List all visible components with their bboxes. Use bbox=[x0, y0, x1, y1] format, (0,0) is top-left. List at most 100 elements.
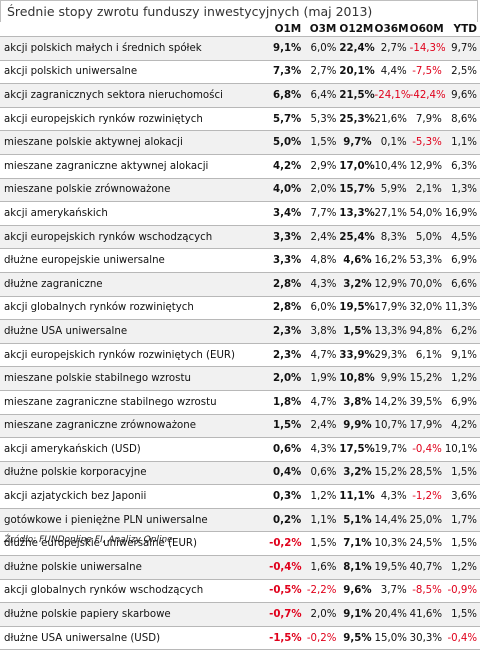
value-o60m: 5,0% bbox=[409, 224, 445, 249]
value-o1m: -0,7% bbox=[269, 602, 305, 627]
fund-category: akcji azjatyckich bez Japonii bbox=[0, 484, 270, 509]
value-ytd: 1,3% bbox=[444, 177, 480, 202]
value-o60m: 54,0% bbox=[409, 201, 445, 226]
value-o36m: 10,3% bbox=[374, 531, 410, 556]
value-o60m: 39,5% bbox=[409, 389, 445, 414]
value-o3m: 4,7% bbox=[304, 389, 340, 414]
value-ytd: 1,2% bbox=[444, 366, 480, 391]
value-o1m: 2,0% bbox=[269, 366, 305, 391]
table-row: mieszane polskie aktywnej alokacji 5,0% 1,… bbox=[0, 130, 480, 155]
value-o1m: 4,0% bbox=[269, 177, 305, 202]
value-o1m: 2,8% bbox=[269, 271, 305, 297]
value-o12m: 25,3% bbox=[339, 106, 375, 131]
fund-category: akcji amerykańskich bbox=[0, 201, 270, 226]
header-o36m: O36M bbox=[374, 22, 410, 37]
value-o12m: 11,1% bbox=[339, 484, 375, 509]
value-o3m: 2,9% bbox=[304, 153, 340, 179]
value-o3m: 2,0% bbox=[304, 177, 340, 202]
value-o3m: -0,2% bbox=[304, 625, 340, 650]
value-ytd: 9,1% bbox=[444, 342, 480, 367]
value-o1m: 1,5% bbox=[269, 413, 305, 438]
table-row: dłużne europejskie uniwersalne 3,3% 4,8% 4,… bbox=[0, 248, 480, 273]
value-o60m: 70,0% bbox=[409, 271, 445, 297]
table-row: akcji europejskich rynków rozwiniętych 5,… bbox=[0, 106, 480, 131]
value-o1m: 3,3% bbox=[269, 224, 305, 249]
value-o36m: 16,2% bbox=[374, 248, 410, 273]
value-o36m: 4,4% bbox=[374, 59, 410, 84]
value-o3m: 1,2% bbox=[304, 484, 340, 509]
returns-table: O1M O3M O12M O36M O60M YTD akcji polskic… bbox=[0, 22, 480, 650]
value-o3m: 1,5% bbox=[304, 531, 340, 556]
value-o12m: 3,2% bbox=[339, 460, 375, 485]
value-o12m: 20,1% bbox=[339, 59, 375, 84]
value-o12m: 9,5% bbox=[339, 625, 375, 650]
fund-category: akcji zagranicznych sektora nieruchomośc… bbox=[0, 83, 270, 108]
table-row: dłużne polskie papiery skarbowe -0,7% 2,0%… bbox=[0, 602, 480, 627]
value-o12m: 17,5% bbox=[339, 437, 375, 462]
value-o1m: 1,8% bbox=[269, 389, 305, 414]
value-o36m: 14,2% bbox=[374, 389, 410, 414]
table-row: akcji polskich uniwersalne 7,3% 2,7% 20,1% 4… bbox=[0, 59, 480, 84]
value-ytd: 6,2% bbox=[444, 319, 480, 344]
value-o3m: 2,7% bbox=[304, 59, 340, 84]
value-o1m: 7,3% bbox=[269, 59, 305, 84]
value-o1m: -0,4% bbox=[269, 555, 305, 580]
value-ytd: -0,9% bbox=[444, 578, 480, 603]
value-o12m: 17,0% bbox=[339, 153, 375, 179]
value-o3m: -2,2% bbox=[304, 578, 340, 603]
value-o3m: 2,0% bbox=[304, 602, 340, 627]
fund-category: dłużne zagraniczne bbox=[0, 271, 270, 297]
value-o36m: 14,4% bbox=[374, 507, 410, 532]
fund-category: dłużne USA uniwersalne (USD) bbox=[0, 625, 270, 650]
value-o12m: 5,1% bbox=[339, 507, 375, 532]
value-o1m: 0,3% bbox=[269, 484, 305, 509]
header-o1m: O1M bbox=[269, 22, 305, 37]
value-o12m: 22,4% bbox=[339, 36, 375, 61]
value-o60m: -5,3% bbox=[409, 130, 445, 155]
value-o1m: 0,6% bbox=[269, 437, 305, 462]
header-name bbox=[0, 22, 270, 37]
table-row: akcji amerykańskich (USD) 0,6% 4,3% 17,5% 19… bbox=[0, 437, 480, 462]
value-o36m: -24,1% bbox=[374, 83, 410, 108]
value-o12m: 9,9% bbox=[339, 413, 375, 438]
value-o36m: 3,7% bbox=[374, 578, 410, 603]
value-o1m: 2,3% bbox=[269, 342, 305, 367]
value-o36m: 4,3% bbox=[374, 484, 410, 509]
table-row: akcji azjatyckich bez Japonii 0,3% 1,2% 11,… bbox=[0, 484, 480, 509]
value-ytd: 6,9% bbox=[444, 389, 480, 414]
value-ytd: 1,2% bbox=[444, 555, 480, 580]
table-row: akcji zagranicznych sektora nieruchomośc… bbox=[0, 83, 480, 108]
fund-category: mieszane polskie zrównoważone bbox=[0, 177, 270, 202]
fund-category: gotówkowe i pieniężne PLN uniwersalne bbox=[0, 507, 270, 532]
value-ytd: 4,5% bbox=[444, 224, 480, 249]
table-row: dłużne zagraniczne 2,8% 4,3% 3,2% 12,9% 70,0%… bbox=[0, 271, 480, 297]
value-o12m: 13,3% bbox=[339, 201, 375, 226]
value-o60m: -1,2% bbox=[409, 484, 445, 509]
value-o60m: 32,0% bbox=[409, 295, 445, 320]
value-o60m: -0,4% bbox=[409, 437, 445, 462]
value-o12m: 15,7% bbox=[339, 177, 375, 202]
value-o36m: 21,6% bbox=[374, 106, 410, 131]
value-o60m: -8,5% bbox=[409, 578, 445, 603]
value-ytd: 4,2% bbox=[444, 413, 480, 438]
value-o3m: 6,0% bbox=[304, 36, 340, 61]
fund-category: akcji polskich małych i średnich spółek bbox=[0, 36, 270, 61]
value-o1m: 5,7% bbox=[269, 106, 305, 131]
value-o12m: 9,7% bbox=[339, 130, 375, 155]
value-o3m: 2,4% bbox=[304, 224, 340, 249]
value-o12m: 25,4% bbox=[339, 224, 375, 249]
value-o36m: 27,1% bbox=[374, 201, 410, 226]
value-o60m: 25,0% bbox=[409, 507, 445, 532]
value-o3m: 1,5% bbox=[304, 130, 340, 155]
value-o1m: 3,3% bbox=[269, 248, 305, 273]
value-o12m: 9,1% bbox=[339, 602, 375, 627]
fund-category: akcji amerykańskich (USD) bbox=[0, 437, 270, 462]
table-row: mieszane polskie zrównoważone 4,0% 2,0% 15,… bbox=[0, 177, 480, 202]
fund-category: akcji europejskich rynków wschodzących bbox=[0, 224, 270, 249]
value-o36m: 9,9% bbox=[374, 366, 410, 391]
value-o3m: 3,8% bbox=[304, 319, 340, 344]
value-ytd: 1,5% bbox=[444, 460, 480, 485]
value-o3m: 1,1% bbox=[304, 507, 340, 532]
value-o3m: 6,4% bbox=[304, 83, 340, 108]
value-o1m: 2,8% bbox=[269, 295, 305, 320]
